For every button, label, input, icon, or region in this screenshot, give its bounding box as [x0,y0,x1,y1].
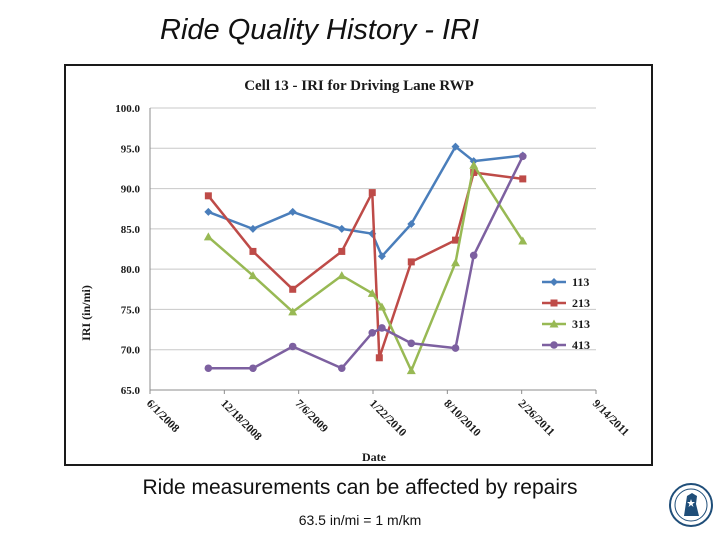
series-413 [204,152,527,373]
x-tick-label: 6/1/2008 [144,398,182,436]
series-line-113 [207,145,523,258]
series-line-313 [207,163,524,372]
data-point [249,364,257,373]
legend-item-113: 113 [542,275,589,289]
data-point [203,232,213,241]
y-tick-label: 100.0 [115,103,140,115]
data-point [337,364,346,373]
data-point [248,271,258,280]
data-point [451,142,460,151]
series-group [203,142,528,375]
data-point [377,252,386,261]
data-point [519,175,527,183]
data-point [407,258,415,266]
axes: 65.0 70.0 75.0 80.0 85.0 90.0 95.0 100.0 6/1/200… [115,103,631,443]
unit-conversion-note: 63.5 in/mi = 1 m/km [298,512,422,528]
data-point [550,278,558,286]
data-point [518,152,527,161]
legend-item-413: 413 [542,338,590,352]
data-point [469,160,479,169]
x-tick-label: 9/14/2011 [590,398,631,439]
data-point [367,288,377,297]
data-point [550,299,558,307]
data-point [375,354,383,362]
y-tick-label: 70.0 [121,345,141,357]
data-point [337,271,347,280]
slide-title: Ride Quality History - IRI [160,14,480,46]
y-tick-label: 95.0 [121,143,141,155]
data-point [368,189,376,197]
data-point [452,236,460,244]
data-point [407,339,416,348]
data-point [470,168,478,176]
data-point [518,236,528,245]
series-line-213 [207,171,523,360]
data-point [249,247,257,255]
data-point [289,285,297,293]
data-point [368,328,377,337]
x-tick-label: 7/6/2009 [293,398,331,436]
data-point [407,220,416,229]
data-point [288,307,298,316]
x-tick-label: 12/18/2008 [218,398,264,444]
legend-label: 213 [572,296,590,310]
data-point [288,207,297,216]
y-tick-label: 65.0 [121,385,141,397]
department-seal-logo [669,483,713,527]
data-point [469,251,478,260]
data-point [337,224,346,233]
legend: 113 213 313 413 [542,275,590,352]
iri-line-chart: Cell 13 - IRI for Driving Lane RWP IRI (… [79,78,631,464]
x-tick-label: 2/26/2011 [516,398,557,439]
x-tick-label: 1/22/2010 [367,398,409,440]
legend-label: 313 [572,317,590,331]
slide-subtitle: Ride measurements can be affected by rep… [142,476,578,499]
series-113 [204,142,527,261]
y-tick-label: 90.0 [121,184,141,196]
legend-label: 113 [572,275,589,289]
gridlines [150,107,596,351]
data-point [204,192,212,200]
data-point [248,224,257,233]
data-point [549,319,559,328]
y-tick-label: 75.0 [121,304,141,316]
legend-item-313: 313 [542,317,590,331]
series-213 [204,168,527,362]
series-line-413 [208,155,524,370]
series-313 [203,160,528,375]
data-point [288,342,297,351]
chart-title: Cell 13 - IRI for Driving Lane RWP [244,78,474,94]
data-point [451,258,461,267]
x-axis-label: Date [362,450,387,464]
data-point [406,366,416,375]
chart-frame: Cell 13 - IRI for Driving Lane RWP IRI (… [64,64,653,466]
data-point [378,324,386,332]
x-tick-label: 8/10/2010 [441,398,483,440]
y-tick-label: 80.0 [121,264,141,276]
data-point [204,207,213,216]
data-point [204,364,213,373]
legend-label: 413 [572,338,590,352]
data-point [550,341,558,349]
data-point [377,302,387,311]
y-tick-label: 85.0 [121,224,141,236]
data-point [338,247,346,255]
y-axis-label: IRI (in/mi) [79,285,93,341]
data-point [451,344,460,352]
legend-item-213: 213 [542,296,590,310]
